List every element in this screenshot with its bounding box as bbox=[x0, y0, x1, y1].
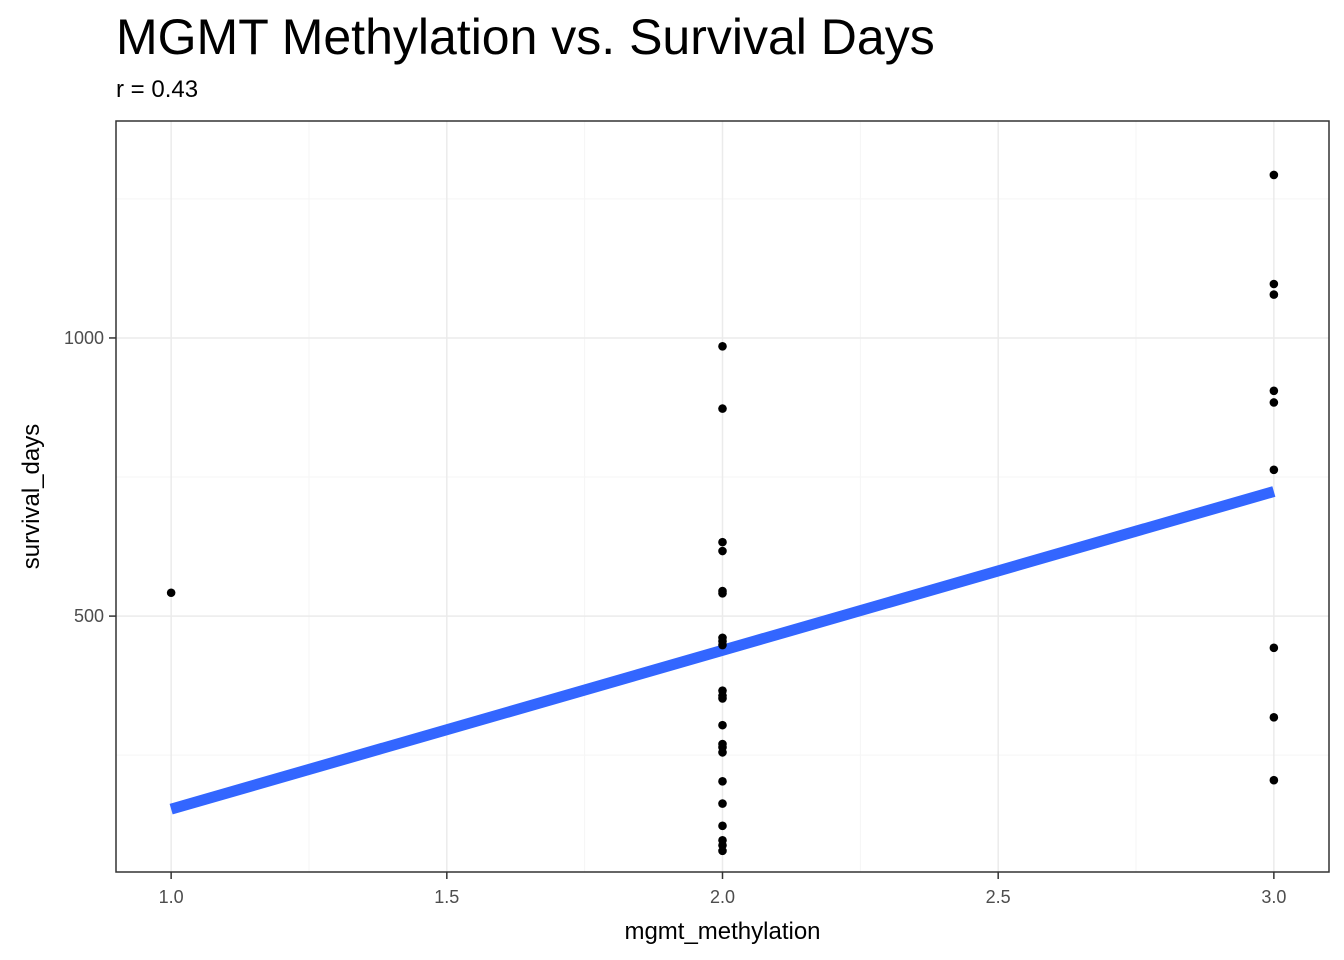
x-tick-label: 2.0 bbox=[710, 887, 735, 907]
x-tick-label: 1.0 bbox=[159, 887, 184, 907]
data-point bbox=[718, 821, 727, 831]
data-point bbox=[718, 537, 727, 547]
data-point bbox=[166, 588, 176, 598]
data-point bbox=[1269, 643, 1279, 653]
data-point bbox=[718, 748, 727, 757]
trend-line bbox=[169, 486, 1276, 815]
chart-subtitle: r = 0.43 bbox=[116, 76, 199, 103]
chart-title: MGMT Methylation vs. Survival Days bbox=[116, 9, 935, 65]
trend-layer bbox=[169, 486, 1276, 815]
data-point bbox=[1269, 713, 1279, 722]
y-axis-title: survival_days bbox=[18, 424, 45, 569]
x-tick-label: 3.0 bbox=[1261, 887, 1286, 907]
data-point bbox=[1269, 279, 1279, 289]
data-point bbox=[718, 846, 727, 856]
data-point bbox=[718, 404, 727, 413]
data-point bbox=[1269, 465, 1279, 475]
data-point bbox=[718, 720, 727, 730]
data-point bbox=[1269, 170, 1279, 180]
data-point bbox=[718, 640, 727, 650]
data-point bbox=[1269, 775, 1279, 785]
major-gridlines bbox=[116, 121, 1329, 872]
y-axis: 500 1000 bbox=[64, 328, 116, 626]
y-tick-label: 500 bbox=[74, 606, 104, 626]
data-point bbox=[1269, 290, 1279, 299]
data-point bbox=[718, 799, 727, 808]
data-point bbox=[718, 777, 727, 786]
y-tick-label: 1000 bbox=[64, 328, 104, 348]
data-point bbox=[718, 694, 727, 703]
data-point bbox=[718, 342, 727, 351]
points-layer bbox=[166, 170, 1279, 856]
data-point bbox=[1269, 398, 1279, 407]
data-point bbox=[718, 588, 727, 598]
data-point bbox=[1269, 386, 1279, 396]
x-tick-label: 1.5 bbox=[434, 887, 459, 907]
x-axis-title: mgmt_methylation bbox=[624, 918, 820, 945]
x-tick-label: 2.5 bbox=[986, 887, 1011, 907]
data-point bbox=[718, 546, 727, 556]
x-axis: 1.0 1.5 2.0 2.5 3.0 bbox=[159, 872, 1286, 907]
